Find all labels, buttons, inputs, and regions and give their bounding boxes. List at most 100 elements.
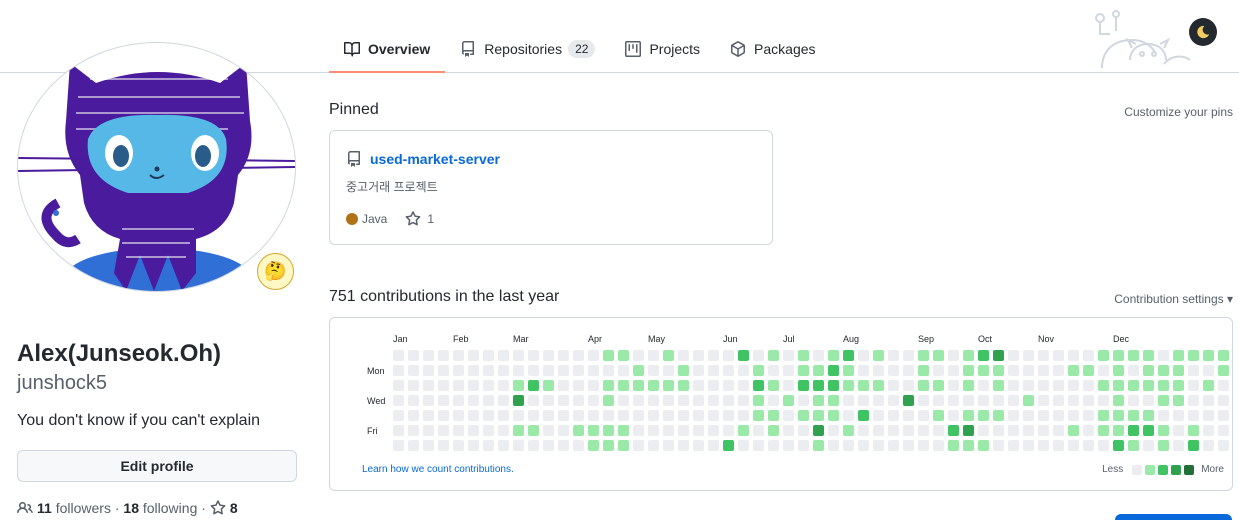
contribution-day[interactable]: [798, 395, 809, 406]
contribution-day[interactable]: [603, 395, 614, 406]
contribution-day[interactable]: [423, 395, 434, 406]
contribution-day[interactable]: [663, 350, 674, 361]
contribution-day[interactable]: [543, 440, 554, 451]
contribution-day[interactable]: [1143, 440, 1154, 451]
contribution-day[interactable]: [468, 380, 479, 391]
contribution-day[interactable]: [1143, 395, 1154, 406]
contribution-day[interactable]: [453, 350, 464, 361]
contribution-day[interactable]: [438, 425, 449, 436]
contribution-day[interactable]: [1008, 365, 1019, 376]
contribution-day[interactable]: [843, 350, 854, 361]
contribution-day[interactable]: [738, 365, 749, 376]
contribution-day[interactable]: [768, 425, 779, 436]
contribution-day[interactable]: [408, 425, 419, 436]
contribution-day[interactable]: [723, 350, 734, 361]
contribution-day[interactable]: [408, 365, 419, 376]
contribution-day[interactable]: [393, 425, 404, 436]
contribution-day[interactable]: [933, 380, 944, 391]
contribution-day[interactable]: [558, 425, 569, 436]
contribution-day[interactable]: [438, 350, 449, 361]
contribution-day[interactable]: [828, 380, 839, 391]
contribution-day[interactable]: [693, 410, 704, 421]
contribution-day[interactable]: [588, 425, 599, 436]
contribution-day[interactable]: [843, 365, 854, 376]
contribution-day[interactable]: [1113, 440, 1124, 451]
contribution-day[interactable]: [783, 440, 794, 451]
contribution-day[interactable]: [708, 395, 719, 406]
contribution-day[interactable]: [408, 440, 419, 451]
contribution-day[interactable]: [1158, 395, 1169, 406]
contribution-day[interactable]: [783, 425, 794, 436]
contribution-day[interactable]: [588, 395, 599, 406]
contribution-day[interactable]: [813, 410, 824, 421]
contribution-day[interactable]: [468, 365, 479, 376]
contribution-day[interactable]: [843, 425, 854, 436]
contribution-day[interactable]: [1038, 380, 1049, 391]
contribution-day[interactable]: [1143, 365, 1154, 376]
contribution-day[interactable]: [828, 395, 839, 406]
contribution-day[interactable]: [888, 410, 899, 421]
contribution-day[interactable]: [723, 395, 734, 406]
contribution-day[interactable]: [1173, 410, 1184, 421]
contribution-day[interactable]: [603, 410, 614, 421]
contribution-day[interactable]: [678, 410, 689, 421]
contribution-day[interactable]: [588, 380, 599, 391]
contribution-day[interactable]: [453, 425, 464, 436]
contribution-day[interactable]: [798, 410, 809, 421]
contribution-day[interactable]: [798, 440, 809, 451]
contribution-day[interactable]: [1098, 350, 1109, 361]
contribution-day[interactable]: [1023, 425, 1034, 436]
contribution-day[interactable]: [873, 365, 884, 376]
contribution-day[interactable]: [573, 410, 584, 421]
contribution-day[interactable]: [1188, 380, 1199, 391]
contribution-day[interactable]: [558, 410, 569, 421]
contribution-day[interactable]: [888, 440, 899, 451]
contribution-day[interactable]: [408, 410, 419, 421]
contribution-day[interactable]: [963, 410, 974, 421]
contribution-day[interactable]: [738, 350, 749, 361]
contribution-day[interactable]: [618, 350, 629, 361]
contribution-day[interactable]: [993, 380, 1004, 391]
contribution-day[interactable]: [873, 440, 884, 451]
contribution-day[interactable]: [708, 350, 719, 361]
contribution-day[interactable]: [1053, 350, 1064, 361]
contribution-day[interactable]: [858, 425, 869, 436]
primary-button-edge[interactable]: [1115, 514, 1232, 520]
contribution-day[interactable]: [993, 410, 1004, 421]
contribution-day[interactable]: [783, 365, 794, 376]
contribution-day[interactable]: [1068, 380, 1079, 391]
contribution-day[interactable]: [1188, 365, 1199, 376]
contribution-day[interactable]: [978, 365, 989, 376]
contribution-day[interactable]: [1158, 350, 1169, 361]
contribution-day[interactable]: [648, 380, 659, 391]
contribution-day[interactable]: [1008, 425, 1019, 436]
contribution-day[interactable]: [513, 380, 524, 391]
contribution-day[interactable]: [483, 410, 494, 421]
contribution-day[interactable]: [498, 380, 509, 391]
contribution-day[interactable]: [1053, 440, 1064, 451]
contribution-day[interactable]: [1128, 380, 1139, 391]
contribution-day[interactable]: [798, 365, 809, 376]
contribution-day[interactable]: [678, 350, 689, 361]
contribution-day[interactable]: [1188, 350, 1199, 361]
contribution-day[interactable]: [948, 365, 959, 376]
contribution-day[interactable]: [978, 350, 989, 361]
status-emoji-button[interactable]: 🤔: [257, 253, 294, 290]
contribution-day[interactable]: [798, 425, 809, 436]
contribution-day[interactable]: [888, 425, 899, 436]
contribution-day[interactable]: [948, 425, 959, 436]
contribution-day[interactable]: [513, 410, 524, 421]
contribution-day[interactable]: [648, 395, 659, 406]
contribution-day[interactable]: [738, 395, 749, 406]
contribution-day[interactable]: [783, 395, 794, 406]
contribution-day[interactable]: [438, 440, 449, 451]
contribution-day[interactable]: [708, 380, 719, 391]
contribution-day[interactable]: [558, 395, 569, 406]
contribution-day[interactable]: [1023, 350, 1034, 361]
contribution-day[interactable]: [408, 350, 419, 361]
contribution-day[interactable]: [1053, 410, 1064, 421]
contribution-day[interactable]: [1098, 365, 1109, 376]
contribution-day[interactable]: [1188, 440, 1199, 451]
contribution-day[interactable]: [648, 440, 659, 451]
contribution-day[interactable]: [1188, 425, 1199, 436]
